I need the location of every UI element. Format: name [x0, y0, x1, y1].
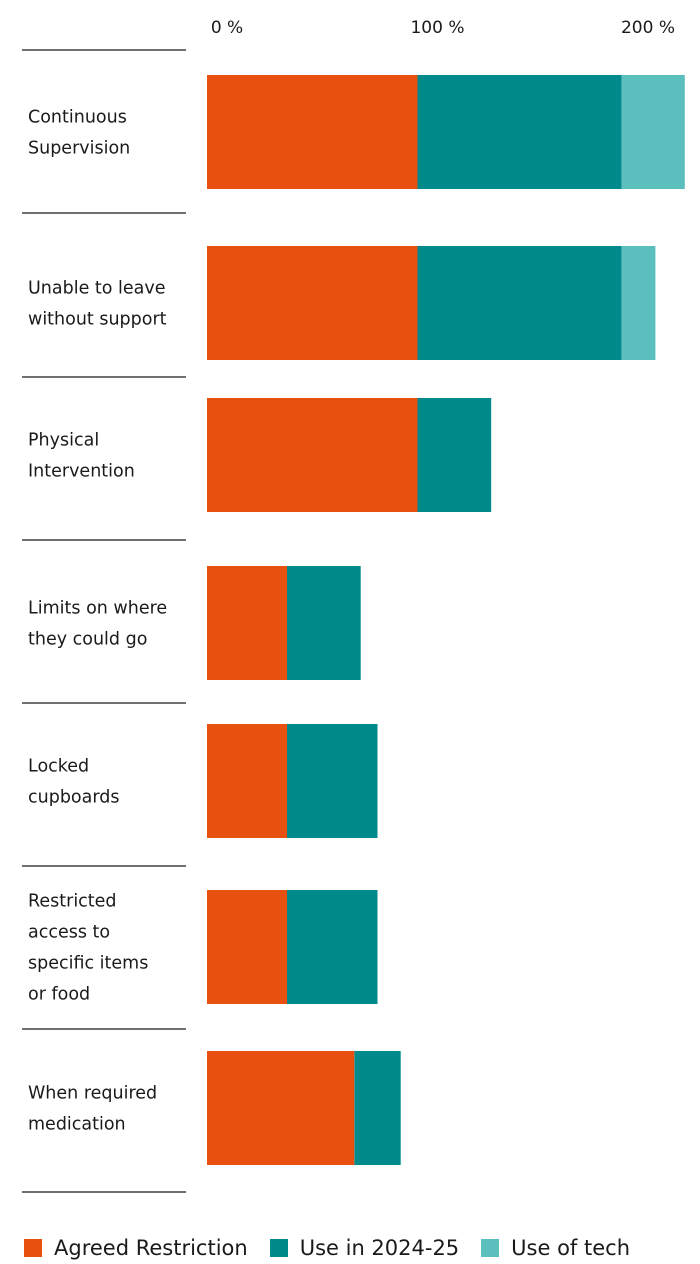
bar-agreed-restriction [207, 75, 418, 189]
bar-use-in-2024-25 [287, 566, 361, 680]
category-label-line: access to [28, 923, 110, 943]
bar-use-in-2024-25 [417, 398, 492, 512]
bar-use-in-2024-25 [287, 890, 378, 1004]
category-label-line: Supervision [28, 139, 130, 159]
legend-swatch-agreed-restriction [24, 1239, 42, 1257]
category-label-line: Intervention [28, 462, 135, 482]
category-label-line: Continuous [28, 108, 127, 128]
category-label-line: specific items [28, 954, 148, 974]
category-label: Locked cupboards [28, 757, 119, 808]
category-label-line: without support [28, 310, 167, 330]
bar-use-in-2024-25 [417, 75, 622, 189]
legend-swatch-use-of-tech [481, 1239, 500, 1257]
bar-agreed-restriction [207, 890, 287, 1004]
bar-use-in-2024-25 [287, 724, 378, 838]
legend-item-use-of-tech: Use of tech [481, 1236, 630, 1260]
category-label-line: medication [28, 1115, 126, 1135]
category-label: Unable to leave without support [28, 279, 167, 330]
legend-label-agreed-restriction: Agreed Restriction [54, 1236, 248, 1260]
category-label: Restricted access to specific items or food [28, 892, 148, 1005]
category-label-line: Physical [28, 431, 99, 451]
bar-agreed-restriction [207, 398, 418, 512]
x-tick-label: 100 % [410, 18, 464, 38]
stacked-bar-chart: 0 % 100 % 200 % Continuous Supervision Unable… [22, 18, 685, 1193]
bar-agreed-restriction [207, 246, 418, 360]
bar-use-of-tech [621, 75, 685, 189]
category-label: Limits on where they could go [28, 599, 167, 650]
bar-use-in-2024-25 [354, 1051, 401, 1165]
category-label-line: cupboards [28, 788, 119, 808]
legend-item-agreed-restriction: Agreed Restriction [24, 1236, 248, 1260]
legend: Agreed Restriction Use in 2024-25 Use of… [24, 1236, 630, 1260]
category-label-line: Locked [28, 757, 89, 777]
category-label-line: Unable to leave [28, 279, 166, 299]
category-label-line: When required [28, 1084, 157, 1104]
bar-use-in-2024-25 [417, 246, 622, 360]
bar-agreed-restriction [207, 1051, 355, 1165]
category-label: Continuous Supervision [28, 108, 130, 159]
category-label: When required medication [28, 1084, 157, 1135]
legend-swatch-use-in-2024-25 [269, 1239, 288, 1257]
x-tick-label: 0 % [211, 18, 243, 38]
category-label: Physical Intervention [28, 431, 135, 482]
category-label-line: they could go [28, 630, 147, 650]
legend-item-use-in-2024-25: Use in 2024-25 [269, 1236, 460, 1260]
legend-label-use-of-tech: Use of tech [511, 1236, 631, 1260]
bar-agreed-restriction [207, 566, 287, 680]
category-label-line: Restricted [28, 892, 117, 912]
bar-use-of-tech [621, 246, 656, 360]
bar-agreed-restriction [207, 724, 287, 838]
category-label-line: Limits on where [28, 599, 167, 619]
x-tick-label: 200 % [621, 18, 675, 38]
category-label-line: or food [28, 985, 90, 1005]
legend-label-use-in-2024-25: Use in 2024-25 [299, 1236, 460, 1260]
